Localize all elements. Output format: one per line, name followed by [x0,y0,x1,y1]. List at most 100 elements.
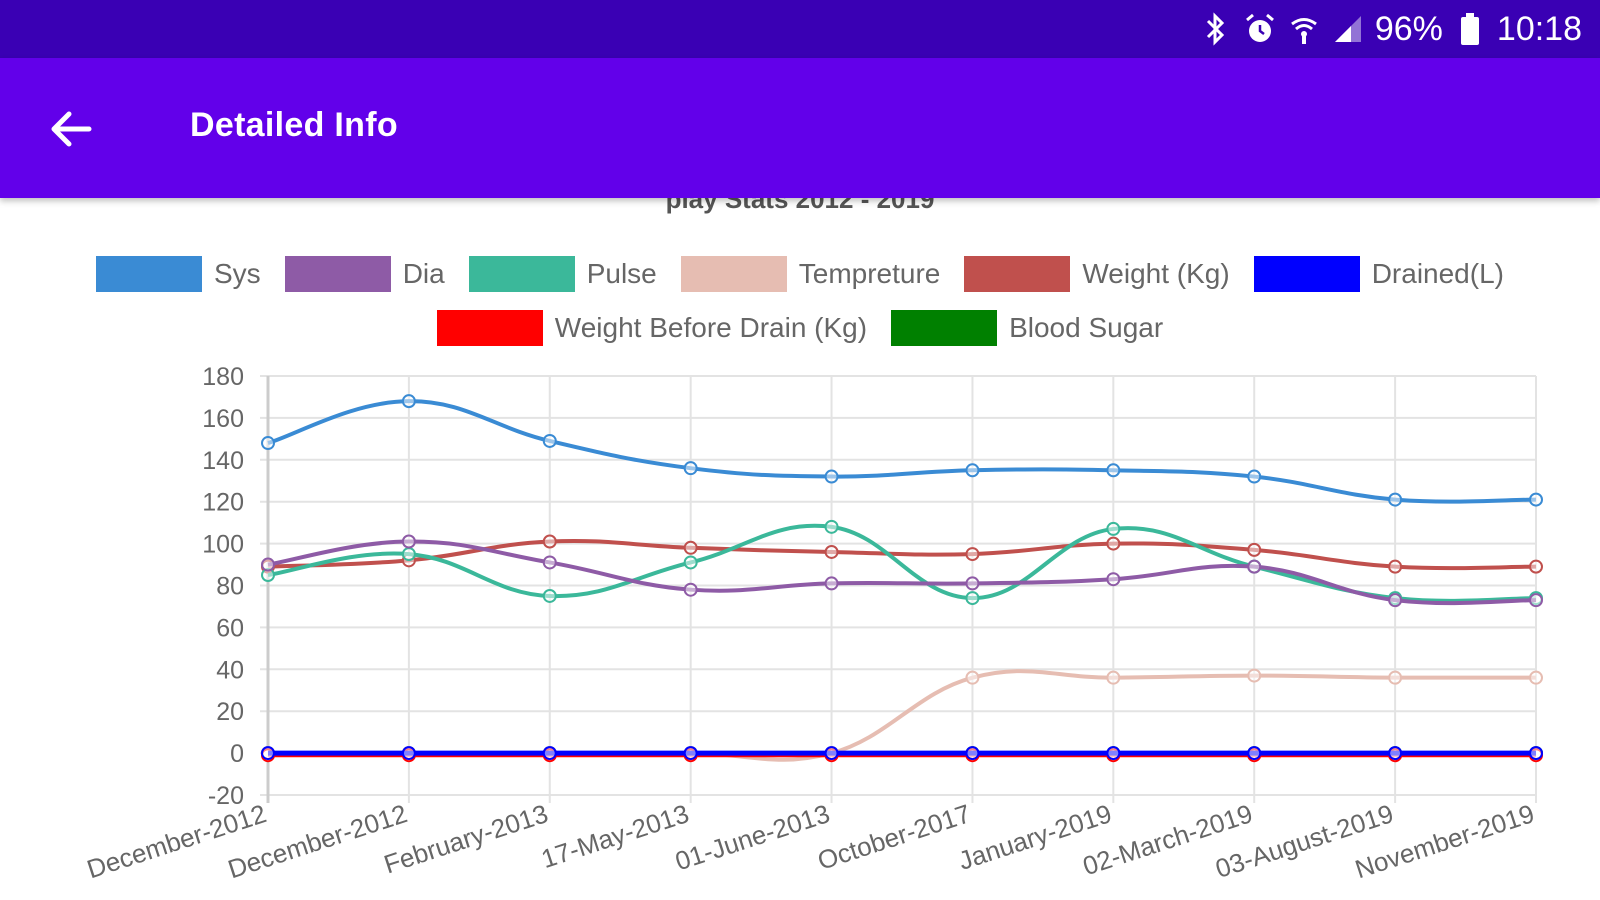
legend-label: Drained(L) [1371,258,1504,289]
legend-item[interactable]: Tempreture [680,256,941,292]
status-bar: 96% 10:18 [0,0,1600,58]
data-point [261,436,275,451]
series-line [267,523,1537,603]
series-line [267,399,1537,504]
legend-swatch [436,310,543,346]
data-point [1529,593,1543,608]
y-tick-label: 80 [216,573,244,601]
wifi-icon [1287,12,1321,46]
legend-swatch [680,256,787,292]
y-tick-label: 20 [216,698,244,726]
y-tick-label: 0 [230,740,244,768]
data-point [401,746,416,761]
data-point [1529,492,1543,507]
legend-label: Weight Before Drain (Kg) [554,312,868,343]
data-point [683,540,698,555]
data-point [1388,559,1403,574]
data-point [1247,542,1262,557]
legend-item[interactable]: Weight (Kg) [964,256,1230,292]
x-tick-label: February-2013 [380,798,551,879]
legend-item[interactable]: Dia [284,256,445,292]
data-point [965,670,980,685]
chart-legend: Sys Dia Pulse Tempreture Weight (Kg) Drained(… [40,256,1560,346]
data-point [1247,559,1262,574]
y-tick-label: 160 [202,405,244,433]
y-tick-label: 60 [216,614,244,642]
chart-container: play Stats 2012 - 2019 Sys Dia Pulse Tempre… [0,198,1600,900]
series-line [268,669,1537,762]
page-title: Detailed Info [190,106,398,144]
legend-item[interactable]: Pulse [468,256,657,292]
data-point [542,746,557,761]
data-point [1247,746,1262,761]
signal-icon [1331,12,1365,46]
data-point [1388,746,1403,761]
battery-icon [1453,12,1487,46]
x-tick-label: 01-June-2013 [672,798,834,876]
data-point [542,588,557,603]
legend-label: Sys [214,258,261,289]
legend-swatch [96,256,202,292]
alarm-icon [1243,12,1277,46]
chart-title: play Stats 2012 - 2019 [665,198,935,214]
data-point [401,547,416,562]
data-point [542,555,557,570]
status-icons: 96% 10:18 [1199,0,1582,58]
data-point [1247,469,1262,484]
legend-swatch [284,256,391,292]
data-point [1106,746,1121,761]
data-point [261,746,275,761]
legend-label: Dia [402,258,445,289]
data-point [824,544,839,559]
legend-item[interactable]: Sys [96,256,261,292]
legend-swatch [1253,256,1360,292]
bluetooth-icon [1199,12,1233,46]
y-tick-label: -20 [208,782,244,810]
data-point [1106,536,1121,551]
clock: 10:18 [1496,9,1582,48]
data-point [965,576,980,591]
x-tick-label: 17-May-2013 [538,798,693,874]
legend-swatch [468,256,575,292]
legend-label: Pulse [586,258,657,289]
data-point [1529,670,1543,685]
data-point [683,582,698,597]
data-point [1106,463,1121,478]
battery-percent: 96% [1374,9,1443,48]
data-point [542,433,557,448]
data-point [1106,572,1121,587]
data-point [965,746,980,761]
data-point [824,519,839,534]
legend-label: Tempreture [798,258,941,289]
back-button[interactable] [40,98,102,160]
data-point [683,555,698,570]
data-point [1388,593,1403,608]
legend-item[interactable]: Drained(L) [1253,256,1504,292]
arrow-left-icon [51,111,92,147]
y-tick-label: 180 [202,363,244,391]
x-tick-label: October-2017 [814,798,974,876]
data-point [1529,746,1543,761]
y-tick-label: 100 [202,531,244,559]
data-point [965,547,980,562]
data-point [1388,492,1403,507]
legend-label: Weight (Kg) [1082,258,1230,289]
series-line [267,539,1537,606]
data-point [965,591,980,606]
data-point [401,394,416,409]
data-point [261,557,275,572]
legend-item[interactable]: Blood Sugar [891,310,1163,346]
data-point [824,746,839,761]
data-point [1529,559,1543,574]
app-bar: Detailed Info [0,58,1600,198]
legend-label: Blood Sugar [1009,312,1164,343]
data-point [1388,670,1403,685]
data-point [683,461,698,476]
data-point [965,463,980,478]
legend-item[interactable]: Weight Before Drain (Kg) [436,310,868,346]
y-tick-label: 140 [202,447,244,475]
y-tick-label: 120 [202,489,244,517]
line-chart: 180160140120100806040200-20December-2012… [83,363,1543,884]
data-point [683,746,698,761]
data-point [1106,521,1121,536]
